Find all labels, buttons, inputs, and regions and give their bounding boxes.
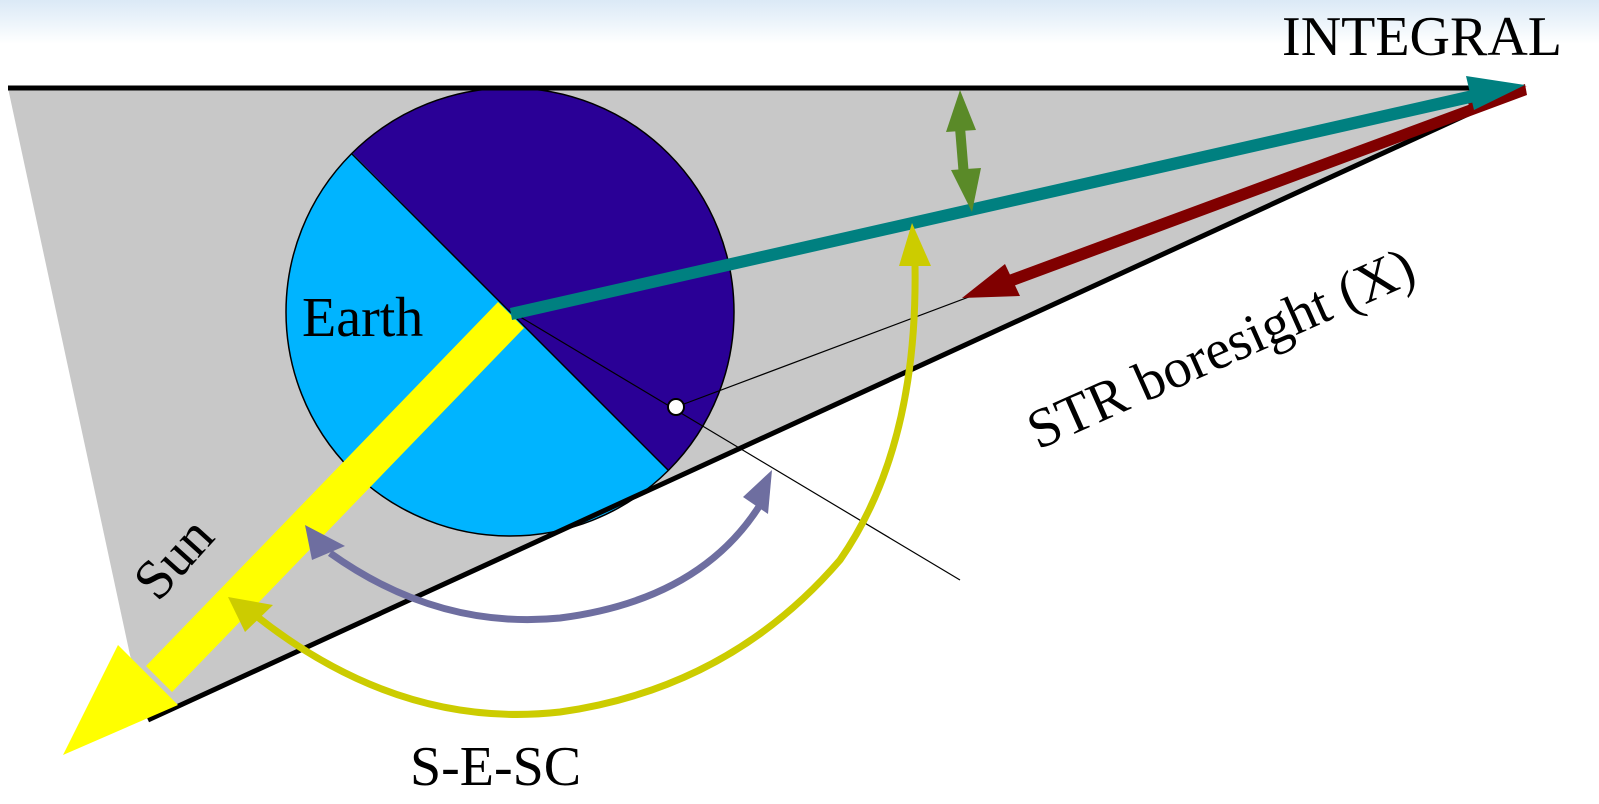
spacecraft-vector-arrow <box>510 76 1525 320</box>
small-angle-double-arrow <box>946 90 981 212</box>
sun-earth-angle-arc <box>305 470 772 624</box>
sun-vector-arrow <box>63 302 524 755</box>
top-gradient-band <box>0 0 1599 44</box>
s-e-sc-label: S-E-SC <box>410 736 581 798</box>
construction-line-normal <box>511 311 961 581</box>
boresight-origin-marker <box>667 398 685 416</box>
integral-label: INTEGRAL <box>1282 6 1562 68</box>
plane-bottom-edge <box>146 85 1527 723</box>
earth-label: Earth <box>302 287 423 349</box>
sun-earth-spacecraft-angle-arc <box>228 223 931 718</box>
str-boresight-arrow <box>962 84 1527 298</box>
